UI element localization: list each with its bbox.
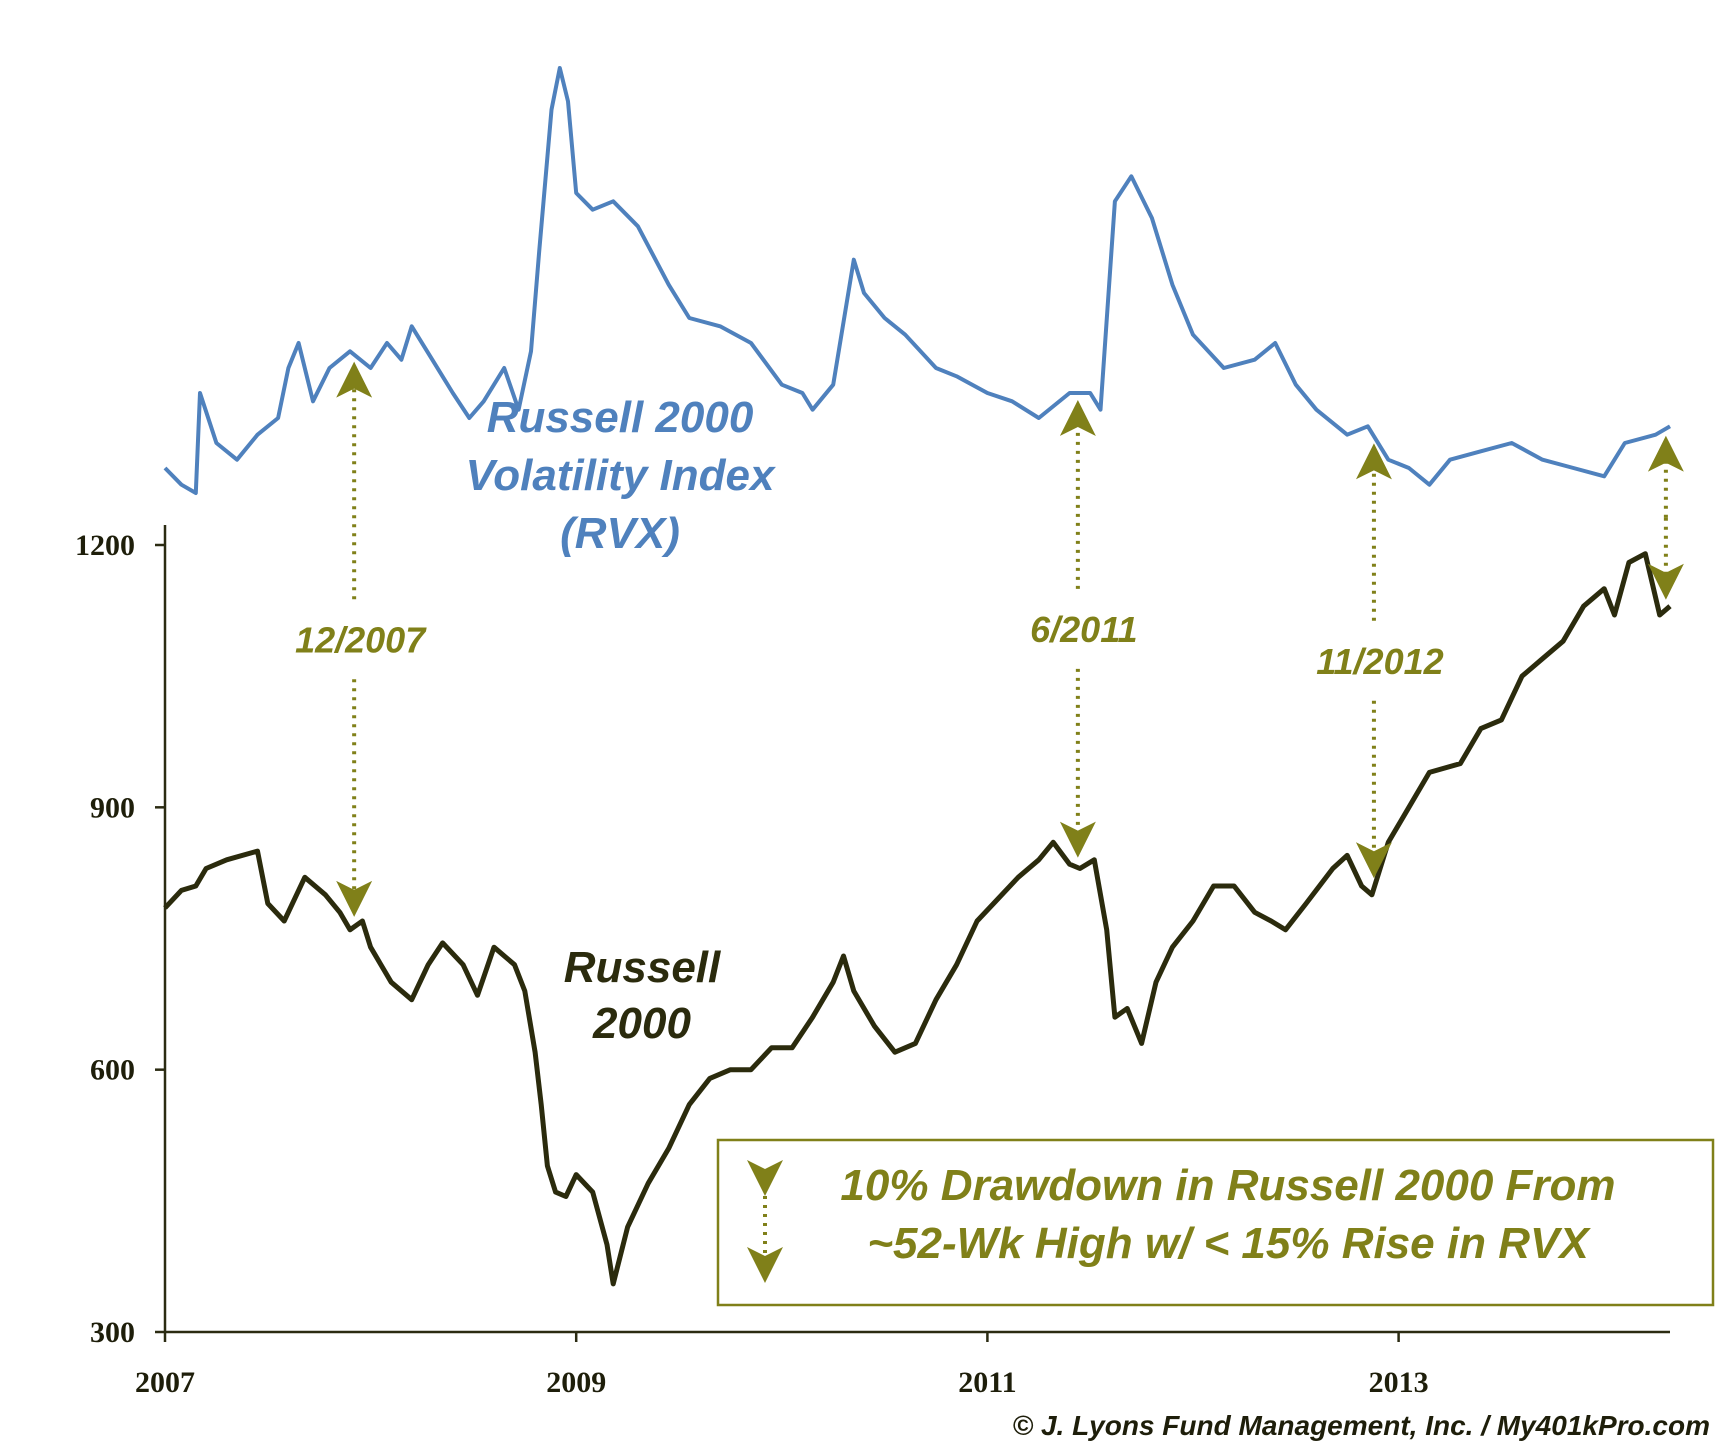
rvx-series-label: Russell 2000 Volatility Index (RVX) — [466, 393, 776, 558]
y-tick-label: 300 — [90, 1316, 135, 1349]
russell-2000-series-label: Russell 2000 — [564, 943, 721, 1048]
rvx-label-line: Russell 2000 — [487, 393, 754, 442]
x-tick-label: 2013 — [1369, 1366, 1429, 1399]
x-tick-label: 2009 — [546, 1366, 606, 1399]
x-tick-label: 2011 — [958, 1366, 1016, 1399]
annotation-date-label: 11/2012 — [1316, 641, 1443, 682]
legend-line-1: 10% Drawdown in Russell 2000 From — [840, 1161, 1615, 1210]
drawdown-annotation: 12/2007 — [295, 361, 427, 917]
russell-label-line: Russell — [564, 943, 721, 992]
y-tick-label: 900 — [90, 791, 135, 824]
legend-line-2: ~52-Wk High w/ < 15% Rise in RVX — [867, 1219, 1591, 1268]
rvx-label-line: Volatility Index — [466, 451, 776, 500]
annotation-date-label: 6/2011 — [1030, 609, 1137, 650]
y-ticks: 300 600 900 1200 — [75, 529, 165, 1349]
y-tick-label: 600 — [90, 1054, 135, 1087]
credit-text: © J. Lyons Fund Management, Inc. / My401… — [1013, 1410, 1710, 1441]
rvx-series-line — [163, 66, 1672, 495]
drawdown-annotation: 11/2012 — [1316, 443, 1444, 879]
russell-label-line: 2000 — [592, 999, 691, 1048]
x-ticks: 2007 2009 2011 2013 — [135, 1332, 1429, 1399]
legend: 10% Drawdown in Russell 2000 From ~52-Wk… — [716, 1138, 1715, 1307]
y-tick-label: 1200 — [75, 529, 135, 562]
drawdown-annotations: 12/2007 6/2011 11/2012 — [295, 361, 1684, 917]
x-tick-label: 2007 — [135, 1366, 195, 1399]
axes: 300 600 900 1200 2007 2009 2011 2013 — [75, 525, 1670, 1399]
legend-box — [716, 1138, 1715, 1307]
annotation-date-label: 12/2007 — [295, 619, 427, 660]
rvx-label-line: (RVX) — [560, 509, 680, 558]
drawdown-annotation: 6/2011 — [1030, 400, 1138, 858]
